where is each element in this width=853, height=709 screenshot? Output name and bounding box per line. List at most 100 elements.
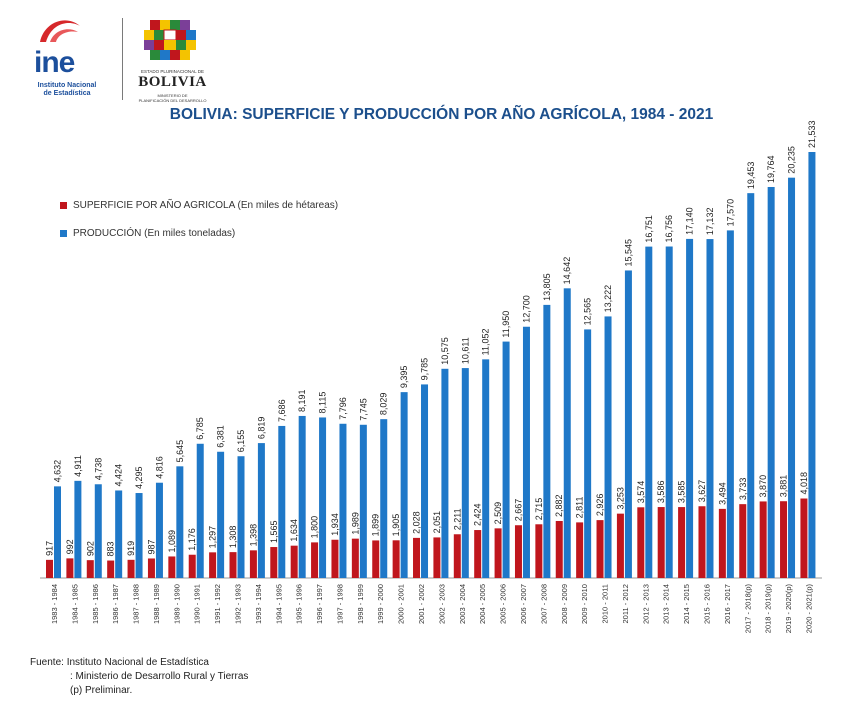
bar-produccion — [278, 425, 286, 578]
bar-produccion — [380, 419, 388, 578]
x-tick-label: 1998 - 1999 — [356, 584, 365, 624]
data-label-produccion: 11,950 — [501, 311, 511, 338]
x-tick-label: 1990 - 1991 — [193, 584, 202, 624]
data-label-superficie: 1,989 — [350, 512, 360, 535]
source-line-3: (p) Preliminar. — [70, 685, 133, 696]
data-label-produccion: 14,642 — [562, 257, 572, 285]
bar-produccion — [686, 238, 694, 578]
x-tick-label: 2011 - 2012 — [621, 584, 630, 623]
bar-superficie — [413, 537, 421, 578]
bar-superficie — [433, 537, 441, 578]
data-label-produccion: 4,424 — [114, 464, 124, 487]
bar-produccion — [54, 486, 61, 578]
bar-produccion — [298, 415, 306, 578]
data-label-produccion: 10,575 — [440, 337, 450, 365]
x-tick-label: 2020 - 2021(p) — [804, 584, 813, 634]
data-label-superficie: 3,253 — [615, 487, 625, 510]
x-tick-label: 1984 - 1985 — [70, 584, 79, 624]
data-label-superficie: 3,574 — [636, 481, 646, 504]
ine-swoosh-icon — [40, 20, 80, 42]
data-label-produccion: 7,796 — [338, 397, 348, 420]
chart-legend: SUPERFICIE POR AÑO AGRICOLA (En miles de… — [60, 198, 338, 254]
bolivia-emblem-icon — [144, 20, 196, 60]
bar-produccion — [624, 270, 632, 578]
x-tick-label: 1999 - 2000 — [376, 584, 385, 624]
x-tick-label: 2005 - 2006 — [499, 584, 508, 624]
bar-superficie — [66, 558, 74, 578]
data-label-superficie: 1,899 — [371, 514, 381, 537]
data-label-produccion: 12,700 — [521, 295, 531, 323]
chart-title: BOLIVIA: SUPERFICIE Y PRODUCCIÓN POR AÑO… — [169, 106, 714, 123]
source-note: Fuente: Instituto Nacional de Estadístic… — [30, 656, 248, 698]
x-tick-label: 2015 - 2016 — [702, 584, 711, 624]
bar-produccion — [604, 316, 612, 578]
legend-item-produccion: PRODUCCIÓN (En miles toneladas) — [60, 226, 338, 240]
x-tick-label: 2018 - 2019(p) — [764, 584, 773, 634]
bar-superficie — [270, 547, 278, 578]
data-label-superficie: 2,667 — [513, 499, 523, 522]
bar-superficie — [107, 560, 115, 578]
data-label-superficie: 2,926 — [595, 494, 605, 517]
data-label-produccion: 13,222 — [603, 285, 613, 313]
data-label-produccion: 8,029 — [379, 393, 389, 416]
data-label-produccion: 8,115 — [318, 392, 328, 414]
bolivia-top-text: ESTADO PLURINACIONAL DE — [140, 69, 204, 74]
data-label-superficie: 1,800 — [310, 516, 320, 539]
data-label-superficie: 992 — [65, 539, 75, 554]
bar-superficie — [576, 522, 584, 578]
data-label-superficie: 2,715 — [534, 498, 544, 521]
data-label-superficie: 3,494 — [717, 482, 727, 505]
data-label-superficie: 883 — [106, 541, 116, 556]
data-label-superficie: 2,211 — [452, 508, 462, 530]
data-label-superficie: 3,585 — [677, 481, 687, 504]
data-label-superficie: 1,089 — [167, 530, 177, 553]
source-line-2: : Ministerio de Desarrollo Rural y Tierr… — [70, 671, 249, 682]
data-label-produccion: 17,132 — [705, 208, 715, 236]
data-label-produccion: 10,611 — [460, 337, 470, 364]
bolivia-ministry-line1: MINISTERIO DE — [157, 93, 188, 98]
data-label-superficie: 3,881 — [779, 475, 789, 498]
bar-produccion — [522, 326, 530, 578]
bar-produccion — [257, 443, 265, 578]
bar-superficie — [596, 520, 604, 578]
source-line-1: Fuente: Instituto Nacional de Estadístic… — [30, 657, 209, 668]
bar-superficie — [249, 550, 257, 578]
data-label-produccion: 20,235 — [787, 146, 797, 174]
data-label-superficie: 3,733 — [738, 478, 748, 501]
bar-superficie — [637, 507, 645, 578]
ine-logo: ine Instituto Nacional de Estadística — [28, 12, 98, 100]
data-label-superficie: 2,811 — [575, 497, 585, 519]
x-tick-label: 1995 - 1996 — [295, 584, 304, 624]
bar-produccion — [584, 329, 592, 578]
x-tick-label: 1987 - 1988 — [132, 584, 141, 624]
data-label-superficie: 1,634 — [289, 519, 299, 542]
data-label-produccion: 12,565 — [583, 298, 593, 326]
data-label-superficie: 987 — [146, 539, 156, 554]
data-label-produccion: 17,570 — [725, 199, 735, 227]
x-tick-label: 2013 - 2014 — [662, 584, 671, 624]
bar-produccion — [339, 423, 347, 578]
data-label-produccion: 17,140 — [685, 207, 695, 235]
x-tick-label: 2003 - 2004 — [458, 584, 467, 624]
x-tick-label: 1983 - 1984 — [50, 584, 59, 624]
data-label-produccion: 19,764 — [766, 155, 776, 183]
bar-superficie — [453, 534, 461, 578]
data-label-produccion: 4,738 — [93, 458, 103, 481]
data-label-produccion: 6,785 — [195, 417, 205, 440]
bar-produccion — [94, 484, 102, 578]
bar-produccion — [176, 466, 184, 578]
data-label-superficie: 2,028 — [412, 511, 422, 534]
logo-divider — [122, 18, 123, 100]
data-label-produccion: 15,545 — [623, 239, 633, 267]
legend-swatch-superficie — [60, 201, 67, 209]
bar-superficie — [127, 559, 135, 578]
bar-superficie — [800, 498, 808, 578]
bar-superficie — [168, 556, 176, 578]
x-tick-label: 1991 - 1992 — [213, 584, 222, 624]
x-tick-label: 2017 - 2018(p) — [743, 584, 752, 634]
ine-subtitle-line1: Instituto Nacional — [37, 82, 97, 89]
data-label-produccion: 6,819 — [256, 417, 266, 440]
data-label-produccion: 6,381 — [216, 425, 226, 448]
legend-label-produccion: PRODUCCIÓN (En miles toneladas) — [73, 227, 236, 239]
